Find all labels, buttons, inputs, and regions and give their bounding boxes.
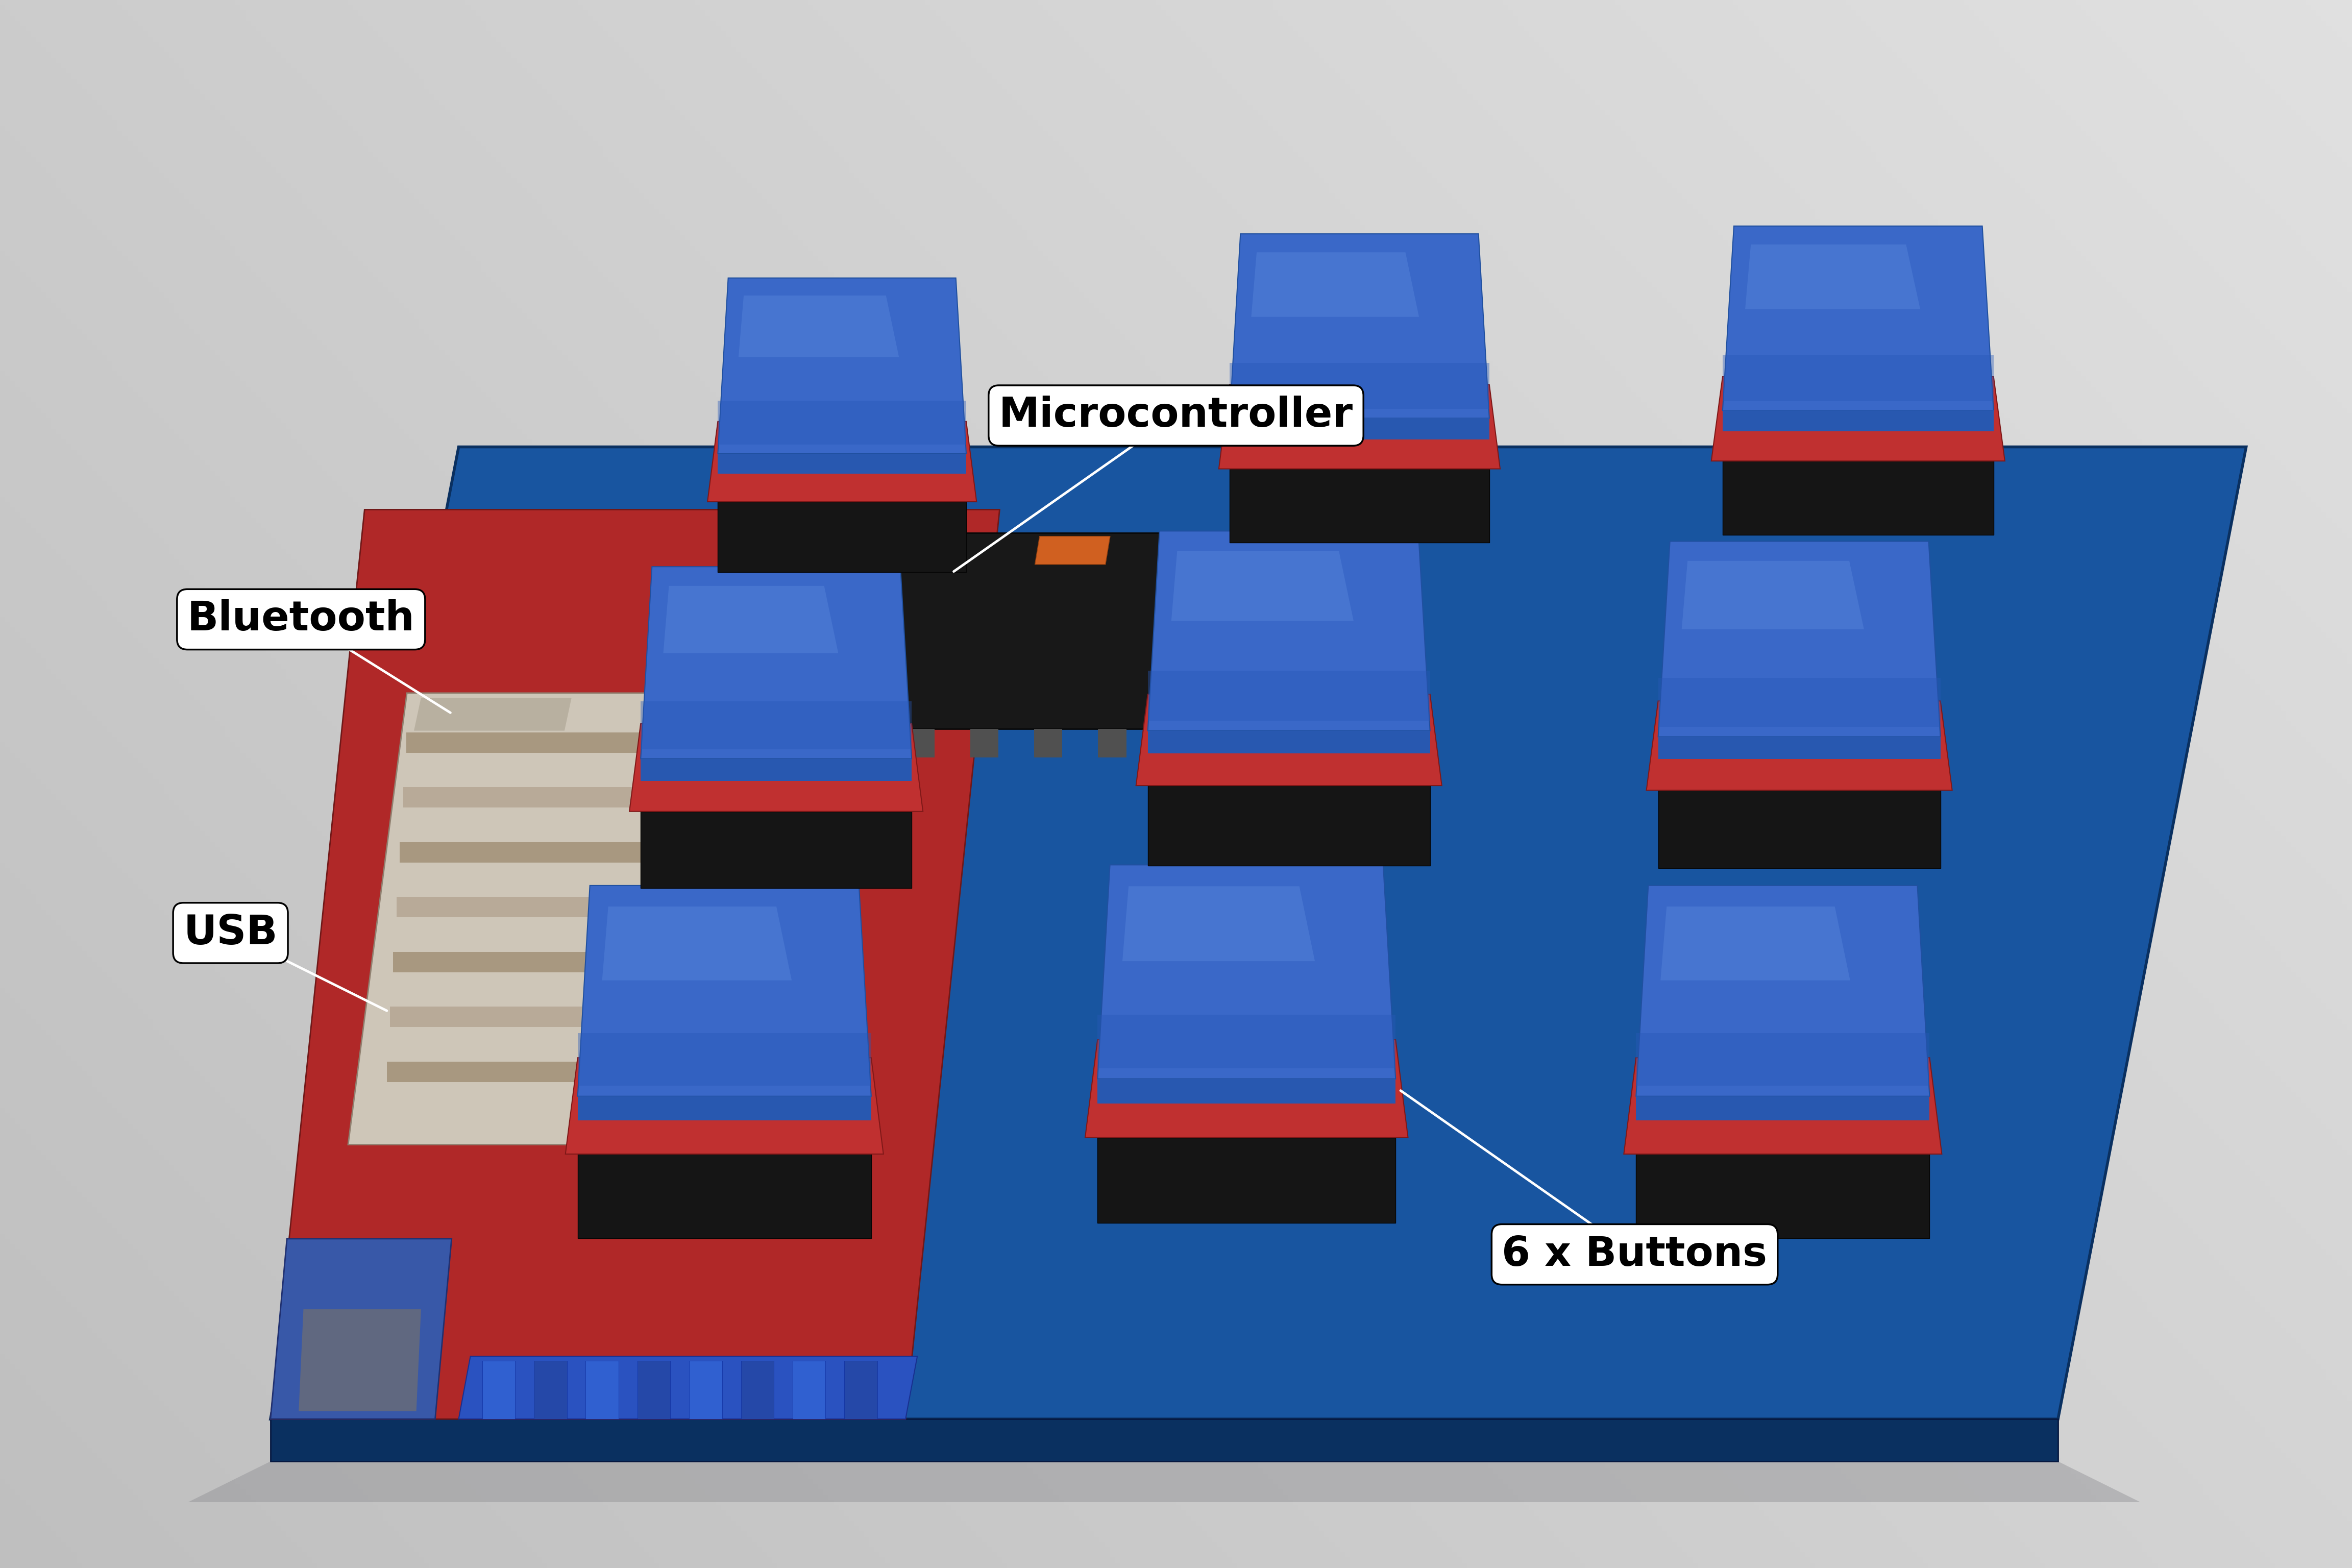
Polygon shape [1148,731,1430,754]
Polygon shape [1098,1138,1395,1223]
Polygon shape [844,1361,877,1419]
Polygon shape [270,1239,452,1419]
Polygon shape [1098,729,1127,757]
Polygon shape [779,729,807,757]
Polygon shape [729,533,1223,729]
Polygon shape [689,1361,722,1419]
Polygon shape [602,906,793,980]
Polygon shape [640,701,913,750]
Text: Microcontroller: Microcontroller [1000,395,1352,436]
Polygon shape [579,1033,870,1085]
Polygon shape [348,693,870,1145]
Polygon shape [906,729,934,757]
Polygon shape [708,422,976,502]
Polygon shape [299,1309,421,1411]
Polygon shape [534,1361,567,1419]
Polygon shape [579,886,870,1096]
Polygon shape [1637,1154,1929,1239]
Polygon shape [564,1058,884,1154]
Polygon shape [1658,737,1940,759]
Polygon shape [188,1461,2140,1502]
Polygon shape [1230,234,1489,419]
Polygon shape [459,1356,917,1419]
Polygon shape [1098,866,1395,1079]
Polygon shape [1637,1096,1929,1120]
Polygon shape [402,787,858,808]
Polygon shape [1148,671,1430,721]
Polygon shape [1098,1014,1395,1068]
Polygon shape [579,1096,870,1120]
Polygon shape [1745,245,1919,309]
Polygon shape [793,1361,826,1419]
Polygon shape [741,1361,774,1419]
Polygon shape [1148,786,1430,866]
Polygon shape [663,586,837,654]
Polygon shape [1722,461,1994,535]
Polygon shape [1637,886,1929,1096]
Polygon shape [739,295,898,358]
Polygon shape [717,502,967,572]
Polygon shape [1646,701,1952,790]
Polygon shape [1122,886,1315,961]
Text: 6 x Buttons: 6 x Buttons [1503,1234,1766,1275]
Polygon shape [414,698,572,731]
Polygon shape [717,278,967,453]
Polygon shape [1230,469,1489,543]
Polygon shape [1623,1058,1943,1154]
Polygon shape [630,724,922,812]
Polygon shape [1218,384,1501,469]
Polygon shape [1661,906,1851,980]
Polygon shape [397,897,854,917]
Polygon shape [717,453,967,474]
Polygon shape [640,812,913,889]
Polygon shape [1722,354,1994,401]
Polygon shape [482,1361,515,1419]
Polygon shape [1230,419,1489,439]
Polygon shape [1712,376,2004,461]
Polygon shape [1098,1079,1395,1104]
Polygon shape [393,952,849,972]
Polygon shape [386,1062,844,1082]
Polygon shape [842,729,870,757]
Polygon shape [1035,536,1110,564]
Polygon shape [270,1419,2058,1461]
Polygon shape [717,401,967,445]
Polygon shape [270,447,2246,1419]
Polygon shape [400,842,856,862]
Polygon shape [1148,532,1430,731]
Polygon shape [1658,677,1940,728]
Polygon shape [640,566,913,759]
Polygon shape [1136,695,1442,786]
Polygon shape [1637,1033,1929,1085]
Polygon shape [1035,729,1063,757]
Polygon shape [637,1361,670,1419]
Polygon shape [579,1154,870,1239]
Polygon shape [1171,550,1355,621]
Polygon shape [1722,226,1994,411]
Text: USB: USB [183,913,278,953]
Polygon shape [1682,561,1865,629]
Polygon shape [1722,411,1994,431]
Polygon shape [270,510,1000,1419]
Text: Bluetooth: Bluetooth [188,599,414,640]
Polygon shape [1658,790,1940,869]
Polygon shape [640,759,913,781]
Polygon shape [1084,1040,1409,1138]
Polygon shape [1658,541,1940,737]
Polygon shape [1251,252,1418,317]
Polygon shape [407,732,861,753]
Polygon shape [390,1007,847,1027]
Polygon shape [971,729,1000,757]
Polygon shape [1230,362,1489,409]
Polygon shape [586,1361,619,1419]
